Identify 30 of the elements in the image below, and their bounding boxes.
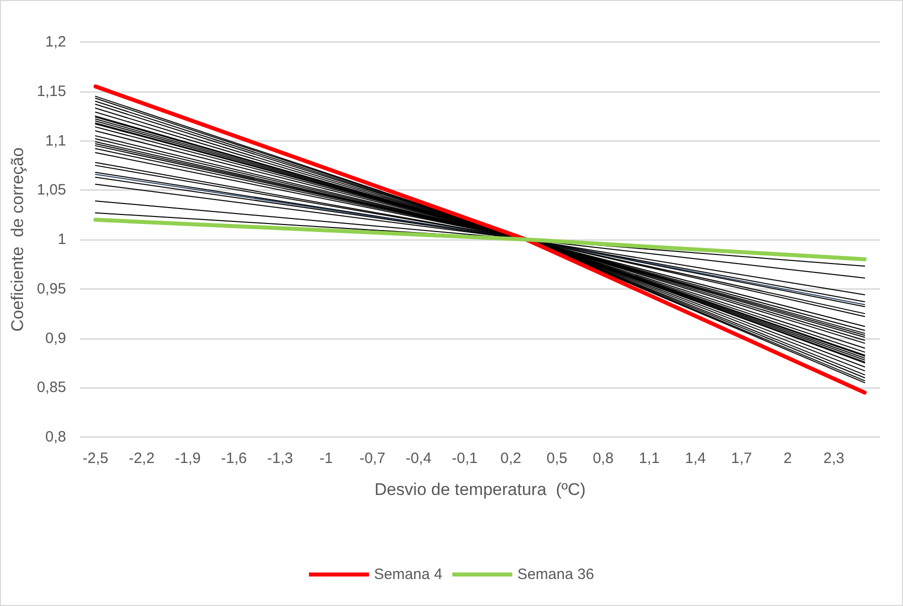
y-tick-label: 1,15 [36, 82, 66, 100]
x-tick-label: -2,2 [128, 450, 155, 467]
x-tick-label: 2 [784, 450, 792, 467]
y-tick-label: 0,95 [36, 280, 66, 298]
y-tick-label: 1,1 [45, 132, 66, 150]
x-tick-label: -0,7 [359, 450, 386, 467]
x-tick-label: 0,2 [500, 450, 522, 467]
y-tick-label: 1,2 [45, 34, 66, 50]
y-tick-label: 0,8 [45, 428, 66, 446]
x-axis-title: Desvio de temperatura (ºC) [374, 480, 586, 499]
legend-label: Semana 36 [517, 566, 594, 583]
x-tick-label: 1,4 [684, 450, 706, 467]
y-tick-label: 1 [58, 231, 66, 248]
legend-label: Semana 4 [374, 566, 442, 583]
x-tick-label: -0,1 [452, 450, 478, 467]
x-tick-label: -0,4 [406, 450, 432, 467]
y-tick-label: 0,9 [45, 330, 66, 347]
x-tick-label: -1,9 [174, 450, 201, 467]
y-axis-title: Coeficiente de correção [8, 147, 27, 332]
x-tick-label: -1,6 [220, 450, 247, 467]
x-tick-label: -2,5 [82, 450, 108, 467]
x-tick-label: -1,3 [267, 450, 293, 467]
y-tick-label: 1,05 [36, 182, 66, 199]
y-tick-label: 0,85 [36, 379, 66, 396]
x-tick-label: 2,3 [823, 450, 844, 467]
x-tick-label: 0,5 [546, 450, 568, 467]
x-tick-label: 0,8 [592, 450, 614, 467]
x-tick-label: -1 [320, 450, 333, 467]
x-tick-label: 1,1 [638, 450, 660, 467]
x-tick-label: 1,7 [731, 450, 752, 467]
